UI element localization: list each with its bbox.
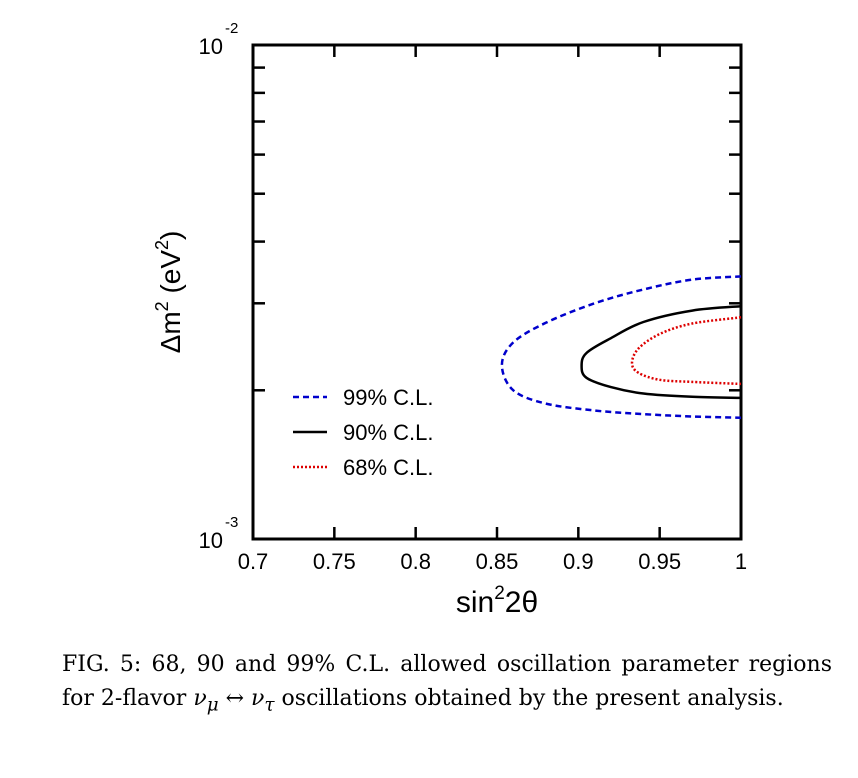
- contour-90-c-l: [580, 304, 742, 400]
- x-axis-label-sup: 2: [494, 583, 505, 604]
- y-tick-labels: 10-210-3: [199, 20, 239, 553]
- caption-text-a: 68, 90 and 99% C.L. allowed oscillation …: [62, 652, 832, 711]
- y-tick-exponent-0: -2: [225, 20, 238, 37]
- contour-curves: [500, 275, 742, 419]
- x-axis-label-base: sin: [456, 586, 494, 619]
- caption-label: FIG. 5:: [62, 652, 142, 677]
- caption-arrow: ↔: [218, 686, 252, 711]
- nu-mu-symbol: ν: [193, 686, 207, 711]
- chart-figure: 0.7 0.75 0.8 0.85 0.9 0.95 1 10-210-3 99% C.L.…: [152, 20, 747, 619]
- x-axis-label-tail: 2θ: [505, 586, 538, 619]
- nu-mu-subscript: μ: [206, 694, 219, 716]
- x-tick-label-3: 0.85: [476, 549, 519, 574]
- figure-caption: FIG. 5: 68, 90 and 99% C.L. allowed osci…: [62, 648, 832, 722]
- axis-ticks: [251, 45, 743, 539]
- contour-68-c-l: [630, 316, 742, 386]
- nu-tau-subscript: τ: [264, 694, 275, 716]
- legend: 99% C.L. 90% C.L. 68% C.L.: [293, 385, 434, 480]
- y-tick-label-1: 10: [199, 528, 223, 553]
- x-tick-labels: 0.7 0.75 0.8 0.85 0.9 0.95 1: [238, 549, 747, 574]
- y-axis-label-pre: Δm: [155, 311, 186, 353]
- y-axis-label: Δm2 (eV2): [152, 231, 186, 354]
- caption-text-b: oscillations obtained by the present ana…: [274, 686, 784, 711]
- legend-label-99-c-l: 99% C.L.: [343, 385, 434, 410]
- y-axis-label-sup1: 2: [152, 301, 172, 311]
- plot-frame: [251, 43, 743, 541]
- y-tick-exponent-1: -3: [225, 514, 238, 531]
- y-tick-label-0: 10: [199, 34, 223, 59]
- y-axis-label-mid: (eV: [155, 250, 186, 302]
- legend-label-90-c-l: 90% C.L.: [343, 420, 434, 445]
- legend-label-68-c-l: 68% C.L.: [343, 455, 434, 480]
- x-tick-label-2: 0.8: [400, 549, 431, 574]
- nu-tau-symbol: ν: [251, 686, 265, 711]
- x-tick-label-1: 0.75: [313, 549, 356, 574]
- y-axis-label-post: ): [155, 231, 186, 240]
- x-axis-label: sin22θ: [456, 583, 538, 619]
- x-tick-label-0: 0.7: [238, 549, 269, 574]
- y-axis-label-sup2: 2: [152, 240, 172, 250]
- x-tick-label-6: 1: [735, 549, 747, 574]
- x-tick-label-5: 0.95: [638, 549, 681, 574]
- x-tick-label-4: 0.9: [563, 549, 594, 574]
